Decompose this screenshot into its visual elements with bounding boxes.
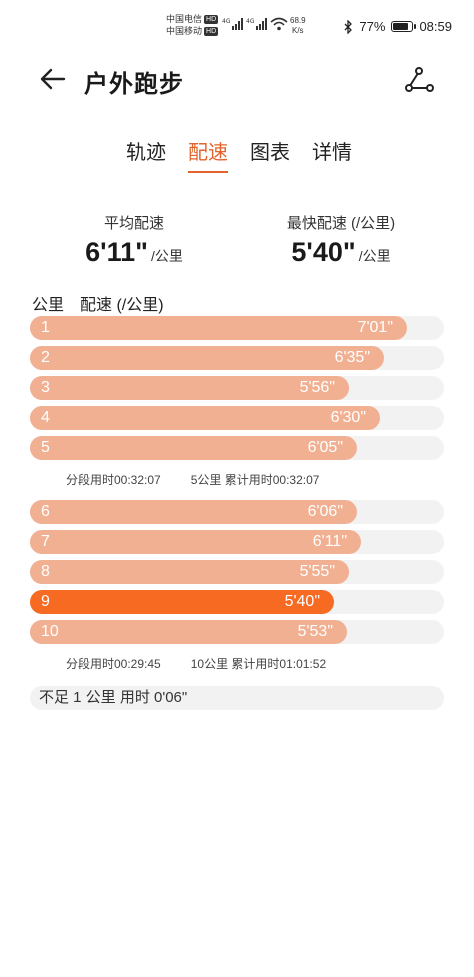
pace-bar: 2 6'35": [30, 346, 384, 370]
row-km: 4: [41, 409, 50, 426]
row-km: 8: [41, 563, 50, 580]
row-pace: 7'01": [357, 319, 393, 336]
list-header: 公里 配速 (/公里): [32, 291, 180, 315]
page-title: 户外跑步: [84, 71, 184, 98]
row-pace: 5'56": [299, 379, 335, 396]
tab-bar: 轨迹 配速 图表 详情: [0, 136, 474, 173]
fastest-pace: 最快配速 (/公里) 5'40"/公里: [280, 212, 402, 268]
row-km: 10: [41, 623, 59, 640]
row-pace: 6'11": [312, 533, 347, 550]
bluetooth-icon: [344, 19, 353, 34]
tab-track[interactable]: 轨迹: [126, 142, 166, 164]
svg-text:4G: 4G: [222, 18, 231, 25]
pace-row[interactable]: 2 6'35": [30, 346, 444, 370]
row-km: 9: [41, 593, 50, 610]
average-pace-label: 平均配速: [103, 215, 164, 232]
pace-bar: 8 5'55": [30, 560, 349, 584]
tab-details[interactable]: 详情: [312, 142, 352, 164]
average-pace: 平均配速 6'11"/公里: [84, 212, 184, 268]
average-pace-unit: /公里: [150, 248, 183, 264]
pace-bar: 3 5'56": [30, 376, 349, 400]
average-pace-value: 6'11": [85, 237, 148, 267]
pace-row[interactable]: 3 5'56": [30, 376, 444, 400]
status-right: 77% 08:59: [344, 19, 452, 34]
back-arrow-icon[interactable]: [38, 64, 68, 94]
pace-bar: 1 7'01": [30, 316, 407, 340]
pace-bar: 6 6'06": [30, 500, 357, 524]
split-cumulative-time: 10公里 累计用时01:01:52: [190, 657, 327, 671]
split-cumulative-time: 5公里 累计用时00:32:07: [190, 473, 320, 487]
pace-bar: 5 6'05": [30, 436, 357, 460]
split-summary: 分段用时00:32:07 5公里 累计用时00:32:07: [30, 466, 444, 500]
hd-badge-1: HD: [204, 15, 219, 24]
route-icon[interactable]: [404, 66, 434, 96]
pace-row[interactable]: 5 6'05": [30, 436, 444, 460]
tab-pace[interactable]: 配速: [188, 136, 228, 173]
pace-summary: 平均配速 6'11"/公里 最快配速 (/公里) 5'40"/公里: [0, 212, 474, 272]
row-km: 7: [41, 533, 50, 550]
pace-row[interactable]: 7 6'11": [30, 530, 444, 554]
row-pace: 5'53": [297, 623, 333, 640]
signal-icon-2: 4G: [246, 18, 267, 30]
fastest-pace-unit: /公里: [358, 248, 391, 264]
wifi-icon: [270, 17, 288, 31]
pace-bar: 7 6'11": [30, 530, 361, 554]
signal-icon-1: 4G: [222, 18, 243, 30]
pace-bar: 4 6'30": [30, 406, 380, 430]
row-pace: 6'05": [307, 439, 343, 456]
pace-row[interactable]: 9 5'40": [30, 590, 444, 614]
battery-icon: [391, 21, 417, 32]
row-pace: 6'35": [334, 349, 370, 366]
pace-bar: 10 5'53": [30, 620, 347, 644]
row-km: 5: [41, 439, 50, 456]
svg-text:4G: 4G: [246, 18, 255, 25]
pace-row[interactable]: 1 7'01": [30, 316, 444, 340]
remainder-row: 不足 1 公里 用时 0'06": [30, 686, 444, 710]
row-pace: 5'40": [284, 593, 320, 610]
row-pace: 6'06": [307, 503, 343, 520]
fastest-pace-bar: 9 5'40": [30, 590, 334, 614]
battery-percent: 77%: [359, 19, 386, 34]
split-summary: 分段用时00:29:45 10公里 累计用时01:01:52: [30, 650, 444, 684]
row-pace: 6'30": [330, 409, 366, 426]
fastest-pace-value: 5'40": [291, 237, 356, 267]
network-speed: 68.9 K/s: [290, 16, 306, 35]
row-km: 6: [41, 503, 50, 520]
pace-row[interactable]: 6 6'06": [30, 500, 444, 524]
tab-chart[interactable]: 图表: [250, 142, 290, 164]
row-km: 2: [41, 349, 50, 366]
pace-row[interactable]: 8 5'55": [30, 560, 444, 584]
column-km: 公里: [32, 297, 65, 314]
row-pace: 5'55": [299, 563, 335, 580]
hd-badge-2: HD: [204, 27, 219, 36]
carrier-2: 中国移动: [166, 26, 203, 36]
split-segment-time: 分段用时00:32:07: [66, 473, 161, 487]
row-km: 1: [41, 319, 50, 336]
pace-list: 1 7'01" 2 6'35" 3 5'56" 4 6'30" 5 6'05" 分段用时00:32:…: [30, 316, 444, 710]
fastest-pace-label: 最快配速 (/公里): [286, 215, 396, 232]
status-bar: 中国电信 HD 中国移动 HD 4G 4G 68.9 K/s 77% 08:59: [0, 0, 474, 44]
row-km: 3: [41, 379, 50, 396]
pace-row[interactable]: 10 5'53": [30, 620, 444, 644]
carrier-info: 中国电信 HD 中国移动 HD: [166, 13, 219, 37]
clock: 08:59: [419, 19, 452, 34]
split-segment-time: 分段用时00:29:45: [66, 657, 161, 671]
carrier-1: 中国电信: [166, 14, 203, 24]
pace-row[interactable]: 4 6'30": [30, 406, 444, 430]
column-pace: 配速 (/公里): [80, 297, 164, 314]
